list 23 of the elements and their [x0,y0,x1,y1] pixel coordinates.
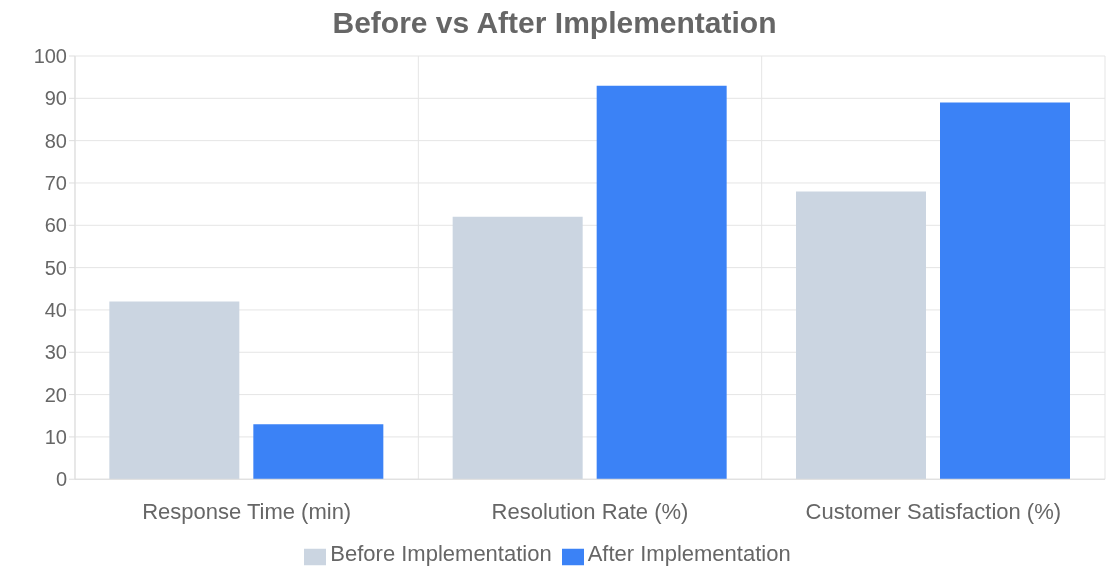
y-tick-label: 60 [44,214,67,237]
y-tick-label: 10 [44,426,67,449]
y-tick-label: 100 [33,45,67,68]
chart-title: Before vs After Implementation [331,5,778,41]
bar [253,424,384,480]
bar [109,301,240,480]
y-tick-label: 90 [44,87,67,110]
legend-label: After Implementation [587,541,791,567]
y-tick-label: 20 [44,383,67,406]
bar [940,102,1070,480]
y-tick-label: 40 [44,299,67,322]
y-tick-label: 70 [44,172,67,195]
x-tick-label: Response Time (min) [142,498,352,524]
legend-label: Before Implementation [330,541,552,567]
x-tick-label: Customer Satisfaction (%) [805,498,1062,524]
bar [796,191,926,480]
x-tick-label: Resolution Rate (%) [491,498,689,524]
y-tick-label: 30 [44,341,67,364]
y-tick-label: 80 [44,129,67,152]
y-tick-label: 0 [55,468,67,491]
y-tick-label: 50 [44,256,67,279]
bar [596,85,727,480]
bar [452,216,583,480]
